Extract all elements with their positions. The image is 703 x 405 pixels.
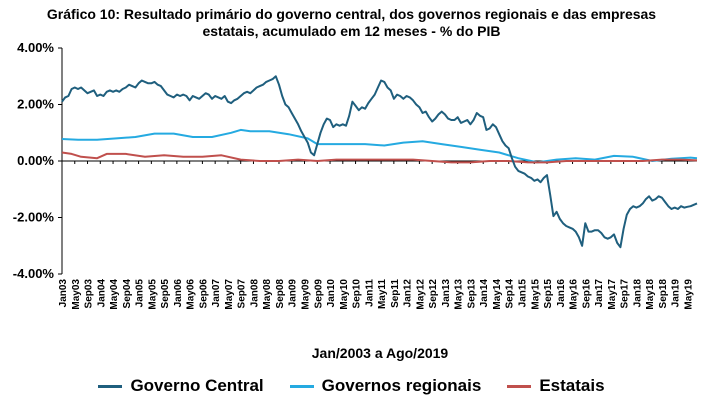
- x-tick-label: Sep05: [160, 279, 171, 309]
- legend-label: Governo Central: [130, 376, 264, 395]
- x-tick-label: May13: [454, 279, 465, 310]
- legend-label: Estatais: [539, 376, 605, 395]
- series-line-governos-regionais: [61, 128, 698, 164]
- y-tick-label: -2.00%: [13, 210, 55, 225]
- axes-layer: 4.00%2.00%0.00%-2.00%-4.00%Jan03 May03 Sep…: [13, 40, 697, 310]
- x-tick-label: May12: [415, 279, 426, 310]
- x-tick-label: May17: [607, 279, 618, 310]
- chart-title-line-1: Gráfico 10: Resultado primário do govern…: [46, 6, 657, 22]
- x-tick-label: Sep15: [543, 279, 554, 309]
- x-tick-label: Jan08: [249, 279, 260, 308]
- legend-label: Governos regionais: [321, 376, 482, 395]
- x-tick-label: May07: [224, 279, 235, 310]
- chart-title: Gráfico 10: Resultado primário do govern…: [0, 6, 703, 40]
- y-tick-label: -4.00%: [13, 266, 55, 281]
- x-tick-label: May16: [569, 279, 580, 310]
- y-tick-label: 2.00%: [17, 97, 54, 112]
- x-tick-label: Sep13: [466, 279, 477, 309]
- x-tick-label: Jan05: [135, 279, 146, 308]
- x-tick-label: Jan17: [594, 279, 605, 308]
- x-tick-label: Jan18: [632, 279, 643, 308]
- series-line-governo-central: [61, 75, 698, 249]
- x-tick-label: Sep08: [275, 279, 286, 309]
- legend: Governo Central Governos regionais Estatai…: [0, 376, 703, 396]
- x-tick-label: May19: [683, 279, 694, 310]
- legend-swatch: [289, 384, 314, 388]
- x-tick-label: May04: [109, 279, 120, 310]
- x-tick-label: Jan15: [517, 279, 528, 308]
- x-tick-label: Jan10: [326, 279, 337, 308]
- legend-entry: Governo Central: [98, 376, 264, 396]
- x-tick-label: May09: [301, 279, 312, 310]
- legend-entry: Governos regionais: [289, 376, 482, 396]
- x-axis-title: Jan/2003 a Ago/2019: [311, 345, 449, 361]
- x-tick-label: Jan04: [96, 279, 107, 308]
- x-tick-label: Jan06: [173, 279, 184, 308]
- x-tick-label: Jan07: [211, 279, 222, 308]
- x-tick-label: Sep18: [658, 279, 669, 309]
- x-tick-label: Jan16: [556, 279, 567, 308]
- x-tick-label: May15: [530, 279, 541, 310]
- legend-swatch: [507, 384, 532, 388]
- x-tick-label: Sep06: [198, 279, 209, 309]
- series-line-estatais: [61, 151, 698, 164]
- x-tick-label: May18: [645, 279, 656, 310]
- x-tick-label: May11: [377, 279, 388, 309]
- x-tick-label: Sep16: [581, 279, 592, 309]
- x-tick-label: Jan12: [403, 279, 414, 308]
- x-tick-label: Jan03: [58, 279, 69, 308]
- x-tick-label: Sep17: [620, 279, 631, 309]
- x-tick-label: May08: [262, 279, 273, 310]
- x-tick-label: Jan19: [671, 279, 682, 308]
- x-tick-label: Jan13: [441, 279, 452, 308]
- x-tick-label: May06: [186, 279, 197, 310]
- series-layer: [61, 75, 698, 249]
- y-tick-label: 0.00%: [17, 153, 54, 168]
- y-tick-label: 4.00%: [17, 40, 54, 55]
- x-tick-label: Sep07: [237, 279, 248, 309]
- chart-title-line-2: estatais, acumulado em 12 meses - % do P…: [202, 23, 501, 39]
- x-tick-label: May14: [492, 279, 503, 310]
- x-tick-label: Sep04: [122, 279, 133, 309]
- x-tick-label: May05: [147, 279, 158, 310]
- x-tick-label: Jan11: [364, 279, 375, 307]
- x-tick-label: Sep03: [84, 279, 95, 309]
- x-tick-label: Sep09: [313, 279, 324, 309]
- x-tick-label: May03: [71, 279, 82, 310]
- x-tick-label: Sep12: [428, 279, 439, 309]
- legend-entry: Estatais: [507, 376, 605, 396]
- x-tick-label: Sep14: [505, 279, 516, 309]
- x-tick-label: Jan09: [288, 279, 299, 308]
- x-tick-label: Sep10: [352, 279, 363, 309]
- x-tick-label: Jan14: [479, 279, 490, 308]
- x-tick-label: May10: [339, 279, 350, 310]
- x-tick-label: Sep11: [390, 279, 401, 308]
- legend-swatch: [98, 384, 123, 388]
